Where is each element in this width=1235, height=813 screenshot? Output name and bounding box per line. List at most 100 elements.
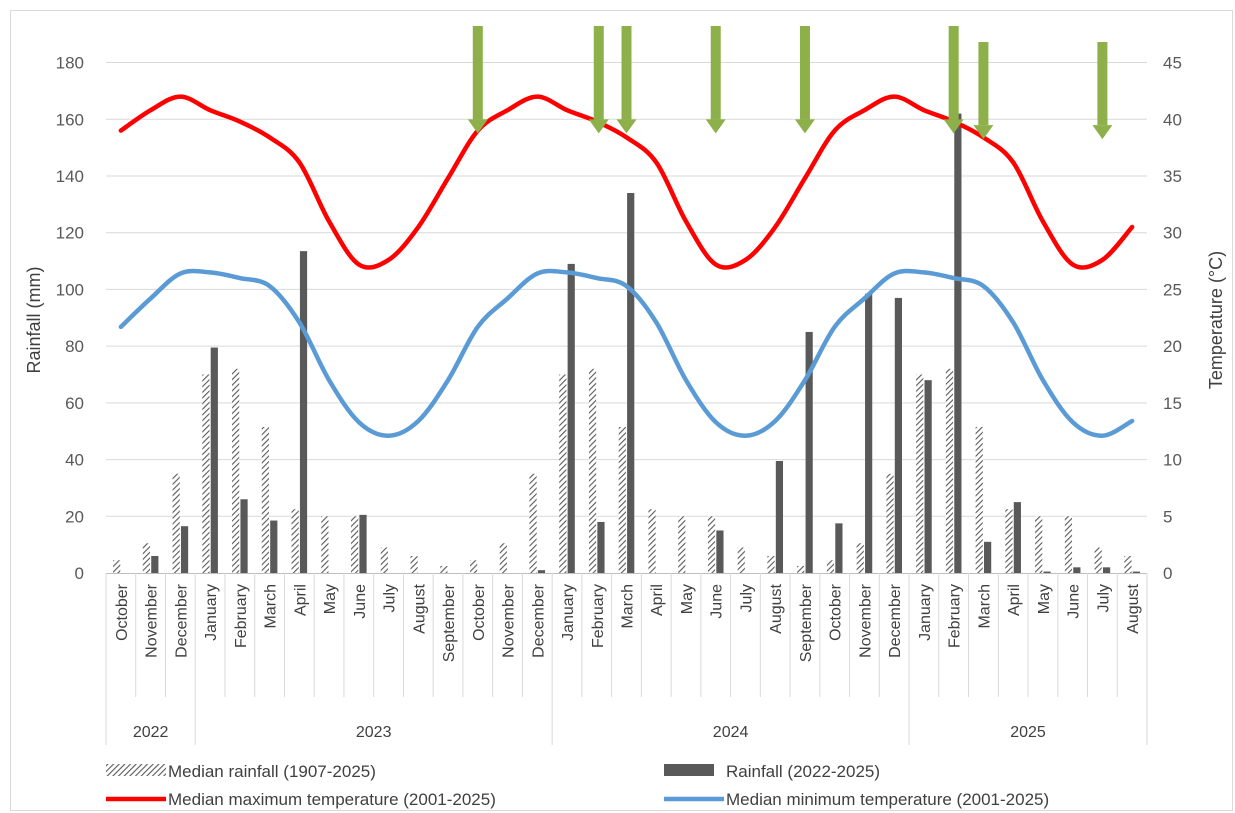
rainfall-bar [924, 380, 932, 573]
median-rainfall-bar [945, 368, 954, 573]
month-label: August [1125, 583, 1142, 633]
legend-label: Median rainfall (1907-2025) [168, 762, 376, 781]
median-rainfall-bar [529, 473, 537, 573]
month-label: August [768, 583, 785, 633]
month-label: January [203, 584, 220, 641]
median-rainfall-bar [1064, 516, 1073, 573]
median-rainfall-bar [1094, 547, 1102, 573]
rainfall-bar [805, 331, 813, 573]
right-tick-label: 45 [1163, 54, 1182, 73]
median-rainfall-bar [797, 565, 805, 573]
right-tick-label: 25 [1163, 280, 1182, 299]
month-label: March [263, 584, 280, 628]
month-label: June [1066, 584, 1083, 619]
right-tick-label: 35 [1163, 167, 1182, 186]
median-rainfall-bar [707, 516, 716, 573]
legend: Median rainfall (1907-2025) Rainfall (202… [106, 762, 1049, 809]
median-rainfall-bar [172, 473, 180, 573]
median-rainfall-bar [678, 516, 686, 573]
median-rainfall-bar [232, 368, 240, 573]
arrow-shaft [710, 26, 721, 120]
rainfall-bar [954, 113, 962, 573]
arrow-head [467, 119, 488, 134]
rainfall-bar [567, 263, 575, 573]
month-label: November [501, 583, 518, 657]
median-rainfall-bar [648, 509, 656, 573]
median-rainfall-bar [856, 543, 864, 573]
rainfall-bar [716, 530, 724, 573]
rainfall-bar [210, 347, 218, 573]
max-temperature-line [118, 94, 1135, 270]
bars [113, 113, 1140, 573]
temperature-lines [118, 94, 1135, 438]
right-tick-label: 30 [1163, 224, 1182, 243]
median-rainfall-bar [261, 426, 269, 573]
legend-label: Median minimum temperature (2001-2025) [726, 790, 1049, 809]
arrow-shaft [799, 26, 810, 120]
rainfall-bar [1043, 571, 1051, 573]
legend-swatch-rainfall [664, 764, 714, 776]
arrow-head [943, 119, 964, 134]
month-label: November [144, 583, 161, 657]
month-label: April [649, 584, 666, 616]
month-label: July [738, 584, 755, 612]
month-label: July [382, 584, 399, 612]
arrow-shaft [948, 26, 959, 120]
year-label: 2023 [356, 724, 392, 741]
rainfall-bar [894, 297, 902, 573]
rainfall-bar [865, 293, 873, 573]
month-label: March [976, 584, 993, 628]
median-rainfall-bar [767, 555, 775, 573]
min-temperature-line [118, 268, 1135, 438]
median-rainfall-bar [113, 560, 121, 573]
rainfall-bar [1073, 567, 1081, 573]
median-rainfall-bar [380, 547, 388, 573]
arrow-shaft [593, 26, 604, 120]
year-label: 2024 [713, 724, 749, 741]
legend-label: Rainfall (2022-2025) [726, 762, 880, 781]
left-tick-label: 40 [65, 451, 84, 470]
month-label: December [887, 583, 904, 657]
month-label: December [173, 583, 190, 657]
year-label: 2025 [1010, 724, 1046, 741]
rainfall-bar [984, 541, 992, 573]
month-label: May [1036, 584, 1053, 614]
left-tick-label: 100 [56, 280, 84, 299]
right-tick-label: 10 [1163, 451, 1182, 470]
median-rainfall-bar [588, 368, 597, 573]
arrow-shaft [472, 26, 483, 120]
month-label: March [620, 584, 637, 628]
left-axis-ticks: 0 20 40 60 80 100 120 140 160 180 [56, 54, 84, 583]
arrow-head [705, 119, 726, 134]
rainfall-bar [270, 520, 278, 573]
month-label: June [709, 584, 726, 619]
legend-label: Median maximum temperature (2001-2025) [168, 790, 496, 809]
rainfall-bar [597, 521, 605, 573]
month-label: May [322, 584, 339, 614]
left-tick-label: 60 [65, 394, 84, 413]
rainfall-bar [359, 514, 367, 573]
median-rainfall-bar [737, 547, 745, 573]
rainfall-bar [180, 526, 189, 573]
rainfall-bar [1132, 571, 1140, 573]
year-label: 2022 [133, 724, 169, 741]
month-label: September [441, 583, 458, 662]
left-tick-label: 120 [56, 224, 84, 243]
month-label: October [828, 583, 845, 641]
month-label: December [530, 583, 547, 657]
right-tick-label: 20 [1163, 337, 1182, 356]
arrow-markers [467, 26, 1113, 140]
rainfall-bar [151, 555, 159, 573]
left-tick-label: 160 [56, 110, 84, 129]
right-tick-label: 0 [1163, 564, 1172, 583]
right-axis-ticks: 0 5 10 15 20 25 30 35 40 45 [1163, 54, 1182, 583]
median-rainfall-bar [351, 516, 359, 573]
left-tick-label: 140 [56, 167, 84, 186]
rainfall-bar [1013, 502, 1021, 573]
month-label: January [917, 584, 934, 641]
month-label: April [292, 584, 309, 616]
median-rainfall-bar [440, 565, 448, 573]
right-axis-title: Temperature (°C) [1206, 251, 1226, 389]
arrow-head [973, 125, 994, 140]
month-label: September [798, 583, 815, 662]
